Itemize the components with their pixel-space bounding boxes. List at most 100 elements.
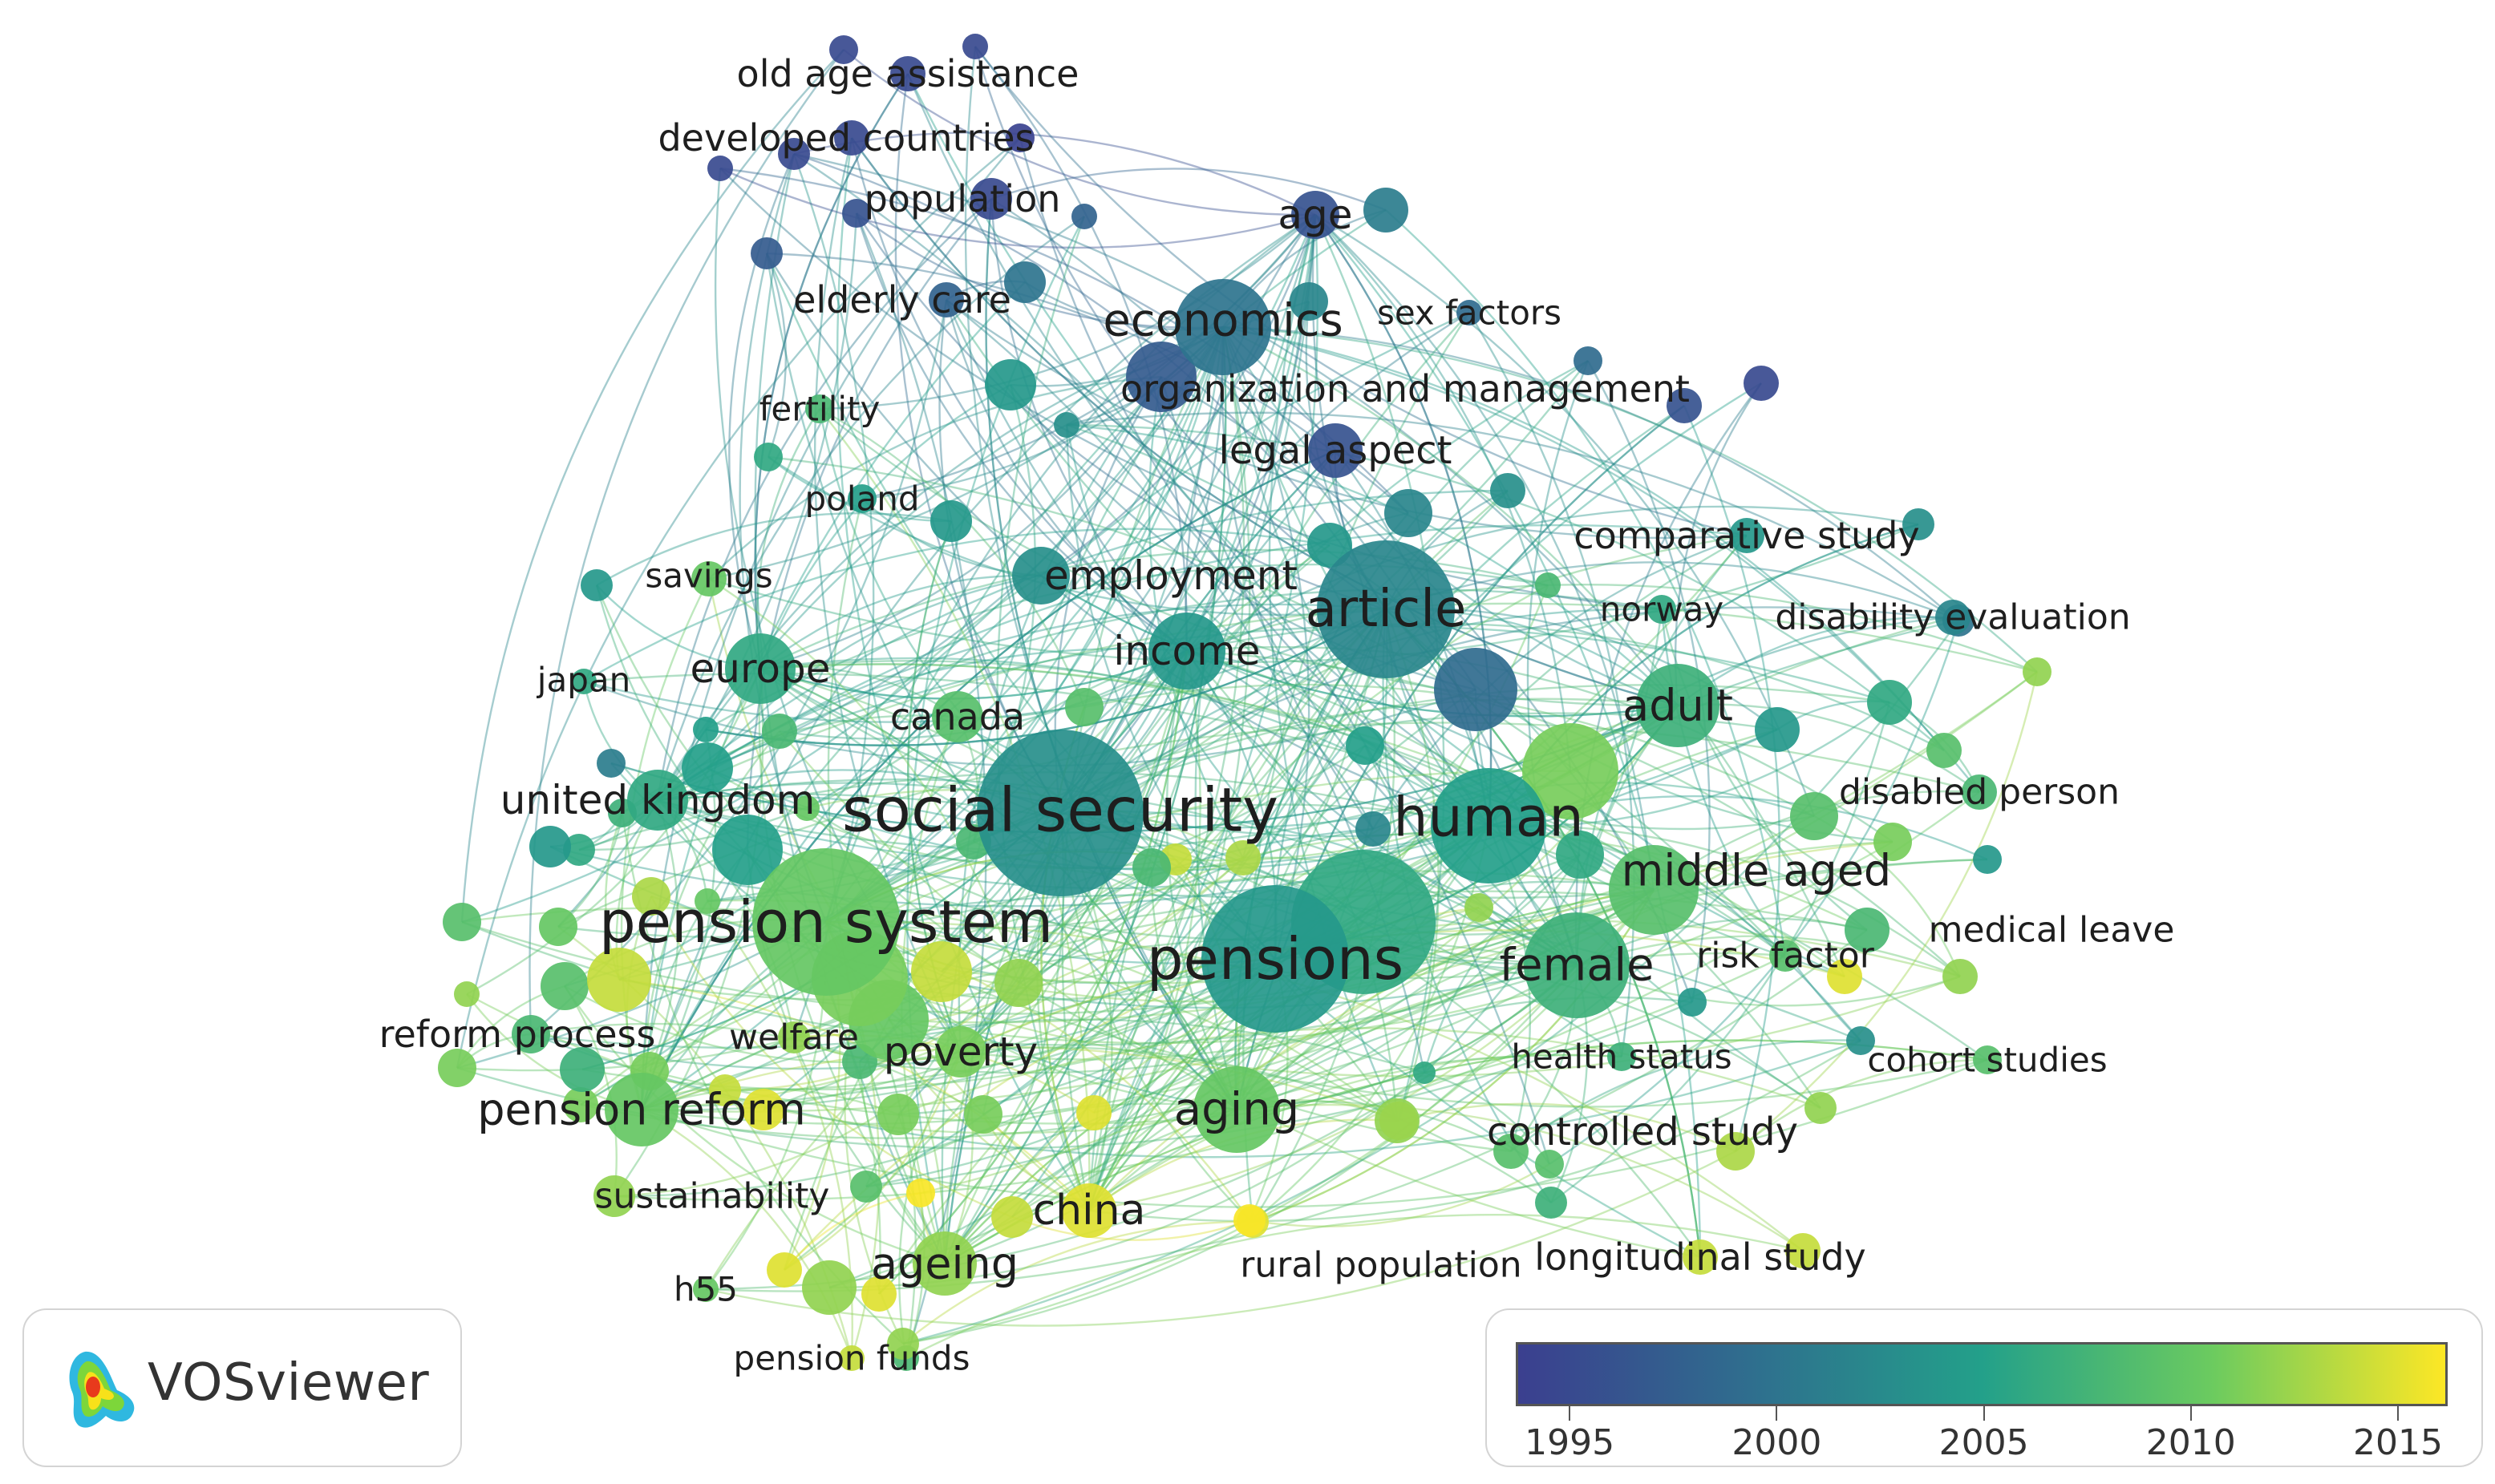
- keyword-node[interactable]: [627, 770, 688, 831]
- keyword-node[interactable]: [805, 394, 834, 423]
- network-node[interactable]: [1535, 1187, 1567, 1219]
- keyword-label[interactable]: economics: [1103, 295, 1343, 347]
- keyword-node[interactable]: [593, 1175, 635, 1217]
- network-node[interactable]: [991, 1196, 1033, 1238]
- network-node[interactable]: [712, 815, 783, 885]
- network-node[interactable]: [1556, 831, 1604, 879]
- network-node[interactable]: [682, 742, 733, 794]
- keyword-label[interactable]: pension funds: [734, 1339, 970, 1378]
- keyword-label[interactable]: aging: [1174, 1084, 1299, 1136]
- keyword-label[interactable]: poland: [804, 479, 919, 519]
- keyword-node[interactable]: [1607, 1042, 1636, 1071]
- network-node[interactable]: [762, 714, 797, 749]
- network-node[interactable]: [802, 1260, 857, 1315]
- keyword-label[interactable]: elderly care: [793, 278, 1011, 321]
- network-node[interactable]: [1667, 388, 1702, 423]
- keyword-node[interactable]: [752, 848, 900, 996]
- network-node[interactable]: [2023, 657, 2051, 686]
- network-node[interactable]: [1493, 1134, 1529, 1169]
- network-node[interactable]: [1827, 959, 1862, 994]
- keyword-label[interactable]: welfare: [729, 1017, 859, 1058]
- keyword-node[interactable]: [929, 282, 964, 317]
- network-node[interactable]: [842, 199, 871, 228]
- network-node[interactable]: [850, 1171, 882, 1203]
- network-node[interactable]: [778, 138, 810, 170]
- keyword-label[interactable]: middle aged: [1622, 846, 1891, 896]
- keyword-node[interactable]: [1062, 1183, 1116, 1238]
- network-node[interactable]: [709, 1074, 741, 1106]
- keyword-node[interactable]: [1973, 1045, 2002, 1074]
- keyword-node[interactable]: [848, 484, 877, 513]
- network-node[interactable]: [1926, 733, 1962, 768]
- network-node[interactable]: [695, 888, 720, 914]
- keyword-node[interactable]: [1317, 540, 1455, 678]
- network-node[interactable]: [1535, 572, 1561, 598]
- network-node[interactable]: [1902, 508, 1934, 540]
- network-node[interactable]: [560, 1047, 605, 1092]
- network-node[interactable]: [539, 908, 577, 946]
- network-node[interactable]: [454, 981, 480, 1007]
- network-node[interactable]: [994, 959, 1043, 1007]
- keyword-node[interactable]: [1308, 423, 1363, 478]
- network-node[interactable]: [1574, 346, 1602, 375]
- keyword-label[interactable]: fertility: [759, 390, 881, 429]
- keyword-label[interactable]: poverty: [884, 1029, 1038, 1075]
- keyword-node[interactable]: [1942, 959, 1978, 994]
- keyword-node[interactable]: [1683, 1239, 1718, 1275]
- keyword-label[interactable]: controlled study: [1487, 1110, 1798, 1154]
- keyword-label[interactable]: population: [865, 177, 1061, 220]
- keyword-label[interactable]: article: [1306, 580, 1467, 639]
- keyword-label[interactable]: savings: [645, 556, 772, 596]
- keyword-node[interactable]: [1456, 300, 1482, 326]
- network-node[interactable]: [1065, 688, 1104, 726]
- keyword-label[interactable]: longitudinal study: [1534, 1235, 1866, 1279]
- network-node[interactable]: [1867, 680, 1912, 725]
- network-node[interactable]: [1755, 707, 1800, 752]
- keyword-node[interactable]: [571, 669, 597, 694]
- keyword-label[interactable]: legal aspect: [1219, 428, 1452, 473]
- keyword-label[interactable]: china: [1033, 1187, 1146, 1235]
- keyword-node[interactable]: [1375, 1098, 1420, 1143]
- network-node[interactable]: [1225, 840, 1261, 875]
- network-node[interactable]: [1054, 412, 1079, 438]
- network-node[interactable]: [1346, 726, 1384, 765]
- keyword-node[interactable]: [1126, 342, 1197, 412]
- network-node[interactable]: [632, 877, 670, 916]
- keyword-label[interactable]: canada: [890, 695, 1025, 738]
- network-node[interactable]: [443, 903, 481, 941]
- keyword-node[interactable]: [605, 1073, 678, 1146]
- keyword-label[interactable]: h55: [674, 1270, 738, 1309]
- network-node[interactable]: [707, 156, 733, 181]
- network-node[interactable]: [1873, 823, 1912, 861]
- keyword-node[interactable]: [512, 1015, 550, 1053]
- network-node[interactable]: [829, 35, 858, 64]
- network-node[interactable]: [754, 443, 783, 471]
- network-node[interactable]: [906, 1179, 935, 1207]
- network-node[interactable]: [1363, 188, 1408, 233]
- network-node[interactable]: [911, 941, 972, 1002]
- keyword-label[interactable]: adult: [1622, 681, 1733, 731]
- keyword-node[interactable]: [1769, 940, 1801, 972]
- keyword-label[interactable]: sex factors: [1377, 293, 1561, 333]
- keyword-label[interactable]: developed countries: [658, 116, 1034, 160]
- keyword-node[interactable]: [890, 56, 925, 91]
- keyword-label[interactable]: income: [1113, 628, 1260, 674]
- keyword-node[interactable]: [1148, 613, 1225, 689]
- network-node[interactable]: [1744, 366, 1779, 401]
- network-node[interactable]: [861, 1276, 897, 1312]
- keyword-node[interactable]: [1935, 600, 1970, 635]
- network-node[interactable]: [1845, 908, 1889, 952]
- keyword-label[interactable]: age: [1278, 192, 1352, 238]
- network-node[interactable]: [1355, 811, 1391, 847]
- keyword-node[interactable]: [1193, 1066, 1280, 1153]
- network-node[interactable]: [597, 749, 626, 778]
- keyword-node[interactable]: [1636, 664, 1719, 747]
- network-node[interactable]: [563, 834, 595, 866]
- keyword-label[interactable]: health status: [1511, 1037, 1732, 1077]
- network-node[interactable]: [1716, 1132, 1755, 1171]
- network-node[interactable]: [751, 237, 783, 269]
- network-node[interactable]: [794, 795, 820, 821]
- keyword-label[interactable]: pension reform: [477, 1085, 805, 1135]
- network-node[interactable]: [877, 1094, 919, 1135]
